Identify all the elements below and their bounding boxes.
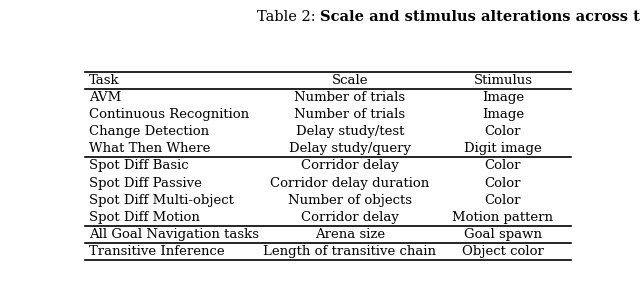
Text: AVM: AVM [89, 91, 121, 104]
Text: Image: Image [482, 108, 524, 121]
Text: Corridor delay: Corridor delay [301, 211, 399, 224]
Text: Transitive Inference: Transitive Inference [89, 245, 225, 258]
Text: Change Detection: Change Detection [89, 125, 209, 138]
Text: Goal spawn: Goal spawn [464, 228, 542, 241]
Text: Spot Diff Motion: Spot Diff Motion [89, 211, 200, 224]
Text: Scale and stimulus alterations across task families: Scale and stimulus alterations across ta… [320, 10, 640, 24]
Text: Arena size: Arena size [315, 228, 385, 241]
Text: Task: Task [89, 74, 120, 87]
Text: Spot Diff Multi-object: Spot Diff Multi-object [89, 194, 234, 207]
Text: Color: Color [484, 159, 521, 173]
Text: Color: Color [484, 194, 521, 207]
Text: Spot Diff Basic: Spot Diff Basic [89, 159, 189, 173]
Text: Number of trials: Number of trials [294, 108, 405, 121]
Text: Continuous Recognition: Continuous Recognition [89, 108, 249, 121]
Text: Table 2:: Table 2: [257, 10, 320, 24]
Text: Object color: Object color [462, 245, 544, 258]
Text: Corridor delay: Corridor delay [301, 159, 399, 173]
Text: Scale: Scale [332, 74, 368, 87]
Text: Number of objects: Number of objects [288, 194, 412, 207]
Text: Length of transitive chain: Length of transitive chain [264, 245, 436, 258]
Text: Motion pattern: Motion pattern [452, 211, 554, 224]
Text: Stimulus: Stimulus [474, 74, 532, 87]
Text: Spot Diff Passive: Spot Diff Passive [89, 176, 202, 189]
Text: Image: Image [482, 91, 524, 104]
Text: Corridor delay duration: Corridor delay duration [270, 176, 429, 189]
Text: What Then Where: What Then Where [89, 143, 211, 155]
Text: All Goal Navigation tasks: All Goal Navigation tasks [89, 228, 259, 241]
Text: Digit image: Digit image [464, 143, 542, 155]
Text: Delay study/query: Delay study/query [289, 143, 411, 155]
Text: Delay study/test: Delay study/test [296, 125, 404, 138]
Text: Color: Color [484, 176, 521, 189]
Text: Color: Color [484, 125, 521, 138]
Text: Number of trials: Number of trials [294, 91, 405, 104]
